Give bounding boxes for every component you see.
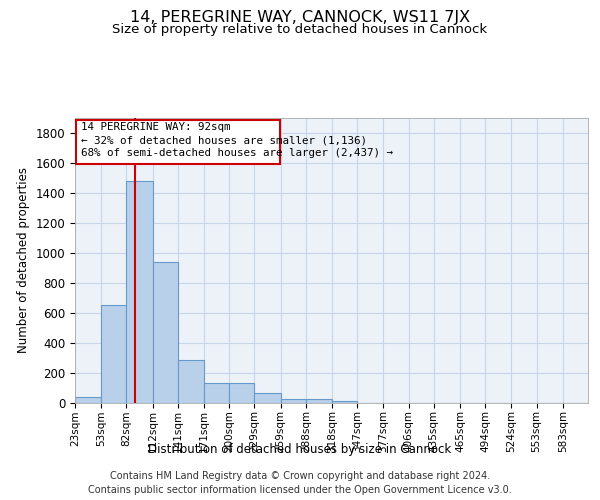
Bar bbox=[75, 396, 101, 402]
Text: 14, PEREGRINE WAY, CANNOCK, WS11 7JX: 14, PEREGRINE WAY, CANNOCK, WS11 7JX bbox=[130, 10, 470, 25]
Bar bbox=[281, 399, 306, 402]
Text: 14 PEREGRINE WAY: 92sqm: 14 PEREGRINE WAY: 92sqm bbox=[81, 122, 230, 132]
Bar bbox=[306, 399, 332, 402]
Bar bbox=[204, 384, 229, 402]
Text: ← 32% of detached houses are smaller (1,136): ← 32% of detached houses are smaller (1,… bbox=[81, 135, 367, 145]
Bar bbox=[332, 400, 357, 402]
Bar bbox=[178, 360, 204, 403]
Bar bbox=[229, 384, 254, 402]
Text: Distribution of detached houses by size in Cannock: Distribution of detached houses by size … bbox=[148, 442, 452, 456]
Y-axis label: Number of detached properties: Number of detached properties bbox=[17, 167, 30, 353]
Text: 68% of semi-detached houses are larger (2,437) →: 68% of semi-detached houses are larger (… bbox=[81, 148, 393, 158]
Text: Contains HM Land Registry data © Crown copyright and database right 2024.: Contains HM Land Registry data © Crown c… bbox=[110, 471, 490, 481]
Text: Contains public sector information licensed under the Open Government Licence v3: Contains public sector information licen… bbox=[88, 485, 512, 495]
Bar bbox=[101, 306, 127, 402]
Bar bbox=[152, 262, 178, 402]
Bar bbox=[127, 182, 152, 402]
FancyBboxPatch shape bbox=[76, 120, 280, 164]
Text: Size of property relative to detached houses in Cannock: Size of property relative to detached ho… bbox=[112, 24, 488, 36]
Bar bbox=[254, 393, 281, 402]
